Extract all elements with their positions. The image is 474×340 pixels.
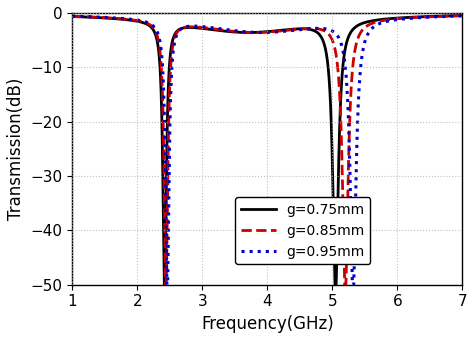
Y-axis label: Transmission(dB): Transmission(dB) bbox=[7, 78, 25, 220]
Line: g=0.85mm: g=0.85mm bbox=[73, 16, 462, 285]
g=0.95mm bbox=[146, 21, 152, 25]
g=0.75mm bbox=[70, 14, 75, 18]
g=0.95mm bbox=[260, 31, 266, 35]
g=0.75mm bbox=[439, 14, 445, 18]
g=0.95mm bbox=[439, 15, 445, 19]
g=0.75mm bbox=[260, 30, 266, 34]
Line: g=0.95mm: g=0.95mm bbox=[73, 16, 462, 285]
g=0.85mm bbox=[71, 14, 77, 18]
g=0.95mm bbox=[86, 15, 91, 19]
g=0.85mm bbox=[93, 15, 99, 19]
g=0.85mm bbox=[86, 15, 91, 19]
Legend: g=0.75mm, g=0.85mm, g=0.95mm: g=0.75mm, g=0.85mm, g=0.95mm bbox=[235, 197, 371, 264]
g=0.95mm bbox=[459, 14, 465, 18]
g=0.75mm bbox=[459, 14, 465, 18]
g=0.75mm bbox=[71, 15, 77, 19]
g=0.75mm bbox=[162, 283, 167, 287]
g=0.85mm bbox=[260, 30, 266, 34]
g=0.95mm bbox=[71, 14, 77, 18]
g=0.95mm bbox=[164, 283, 170, 287]
g=0.85mm bbox=[459, 14, 465, 18]
g=0.85mm bbox=[70, 14, 75, 18]
g=0.75mm bbox=[93, 15, 99, 19]
g=0.95mm bbox=[93, 15, 99, 19]
X-axis label: Frequency(GHz): Frequency(GHz) bbox=[201, 315, 334, 333]
g=0.75mm bbox=[146, 23, 152, 27]
g=0.75mm bbox=[86, 15, 91, 19]
g=0.85mm bbox=[146, 22, 152, 26]
g=0.85mm bbox=[163, 283, 168, 287]
Line: g=0.75mm: g=0.75mm bbox=[73, 16, 462, 285]
g=0.95mm bbox=[70, 14, 75, 18]
g=0.85mm bbox=[439, 14, 445, 18]
